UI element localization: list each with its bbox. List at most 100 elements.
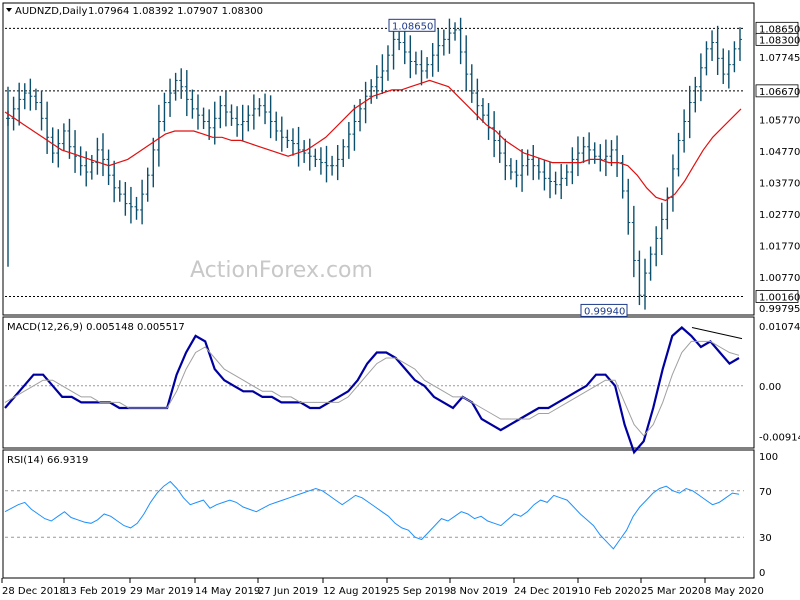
ohlc-bar (84, 151, 89, 187)
x-axis-date-label: 28 Dec 2018 (2, 586, 66, 597)
ohlc-bar (408, 35, 413, 79)
price-tick-label: 1.02770 (759, 210, 800, 221)
ohlc-bar (218, 95, 223, 129)
ohlc-bar (302, 140, 307, 163)
ohlc-bar (425, 57, 430, 79)
ohlc-bar (503, 138, 508, 181)
macd-tick-label: 0.00 (759, 382, 781, 393)
ohlc-bar (28, 78, 33, 111)
ohlc-bar (240, 104, 245, 142)
x-axis-date-label: 29 Mar 2019 (130, 586, 193, 597)
ohlc-bar (520, 149, 525, 192)
ohlc-bar (631, 205, 636, 278)
ohlc-bar (318, 147, 323, 175)
ohlc-bar (654, 226, 659, 267)
x-axis-date-label: 10 Feb 2020 (578, 586, 640, 597)
price-tick-label: 0.99795 (759, 304, 800, 315)
ohlc-bar (201, 107, 206, 130)
x-axis-date-label: 12 Aug 2019 (323, 586, 387, 597)
ohlc-bar (274, 111, 279, 141)
ohlc-bar (570, 147, 575, 185)
price-tick-label: 1.06670 (759, 87, 800, 98)
ohlc-bar (89, 154, 94, 180)
price-tick-box (755, 84, 799, 98)
x-axis-date-label: 13 Feb 2019 (64, 586, 126, 597)
ohlc-bar (665, 187, 670, 230)
x-axis-date-label: 25 Sep 2019 (387, 586, 450, 597)
ohlc-bar (559, 163, 564, 200)
ohlc-bar (45, 101, 50, 154)
ohlc-bar (106, 149, 111, 186)
ohlc-bar (659, 202, 664, 256)
ohlc-bar (352, 104, 357, 151)
ohlc-bar (33, 88, 38, 111)
ohlc-bar (190, 89, 195, 119)
ohlc-bar (313, 148, 318, 167)
ohlc-bar (330, 155, 335, 176)
ohlc-bar (391, 24, 396, 70)
ohlc-bar (162, 92, 167, 132)
x-axis-date-label: 14 May 2019 (195, 586, 260, 597)
ohlc-bar (268, 95, 273, 139)
ohlc-bar (475, 78, 480, 121)
ohlc-bar (257, 98, 262, 117)
ohlc-bar (195, 94, 200, 130)
rsi-tick-label: 70 (759, 487, 772, 498)
ohlc-bar (128, 186, 133, 224)
ohlc-label: 1.07964 1.08392 1.07907 1.08300 (88, 6, 263, 17)
ohlc-bar (285, 129, 290, 149)
ohlc-bar (324, 145, 329, 183)
ohlc-bar (698, 53, 703, 102)
ohlc-bar (453, 22, 458, 41)
ohlc-bar (536, 158, 541, 180)
ohlc-bar (290, 128, 295, 156)
ohlc-bar (620, 154, 625, 199)
ohlc-bar (704, 41, 709, 76)
watermark: ActionForex.com (190, 258, 373, 283)
ohlc-bar (380, 54, 385, 94)
ohlc-bar (469, 64, 474, 103)
ohlc-bar (715, 25, 720, 76)
ohlc-bar (676, 132, 681, 177)
rsi-line (4, 480, 740, 550)
price-annotation-label: 0.99940 (584, 306, 625, 317)
ohlc-bar (307, 138, 312, 171)
ohlc-bar (738, 27, 742, 61)
ohlc-bar (514, 159, 519, 188)
ohlc-bar (587, 132, 592, 165)
ohlc-bar (732, 41, 737, 73)
moving-average-line (4, 79, 742, 202)
ohlc-bar (123, 182, 128, 216)
ohlc-bar (553, 171, 558, 195)
ohlc-bar (296, 126, 301, 167)
x-axis-date-label: 27 Jun 2019 (258, 586, 318, 597)
rsi-tick-label: 100 (759, 452, 778, 463)
macd-main-line (4, 326, 740, 455)
ohlc-bar (643, 258, 648, 310)
price-tick-label: 1.00160 (759, 292, 800, 303)
ohlc-bar (369, 79, 374, 104)
ohlc-bar (464, 35, 469, 91)
ohlc-bar (145, 167, 150, 202)
macd-signal-line (4, 340, 740, 437)
ohlc-bar (397, 31, 402, 51)
x-axis-date-label: 25 Mar 2020 (641, 586, 704, 597)
price-tick-label: 1.05770 (759, 115, 800, 126)
price-tick-label: 1.07745 (759, 53, 800, 64)
ohlc-bar (235, 106, 240, 137)
ohlc-bar (151, 137, 156, 188)
ohlc-bar (592, 142, 597, 164)
macd-header: MACD(12,26,9) 0.005148 0.005517 (7, 322, 185, 333)
ohlc-bar (670, 154, 675, 212)
ohlc-bar (492, 111, 497, 158)
ohlc-bar (341, 139, 346, 167)
ohlc-bar (726, 50, 731, 89)
ohlc-bar (637, 250, 642, 306)
ohlc-bar (246, 105, 251, 132)
ohlc-bar (134, 196, 139, 220)
ohlc-bar (385, 45, 390, 81)
price-tick-label: 1.04770 (759, 147, 800, 158)
header-triangle-icon (6, 8, 12, 12)
ohlc-bar (251, 94, 256, 130)
